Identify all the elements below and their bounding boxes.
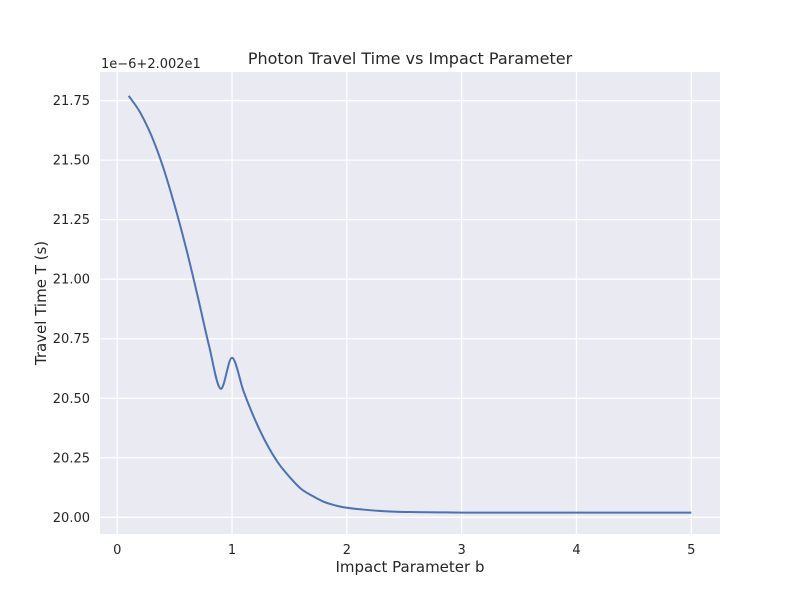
- x-tick-label: 1: [228, 543, 236, 558]
- y-tick-label: 20.50: [53, 392, 90, 407]
- y-tick-label: 20.00: [53, 511, 90, 526]
- y-tick-label: 21.00: [53, 273, 90, 288]
- x-tick-label: 2: [343, 543, 351, 558]
- x-axis-label: Impact Parameter b: [336, 558, 485, 576]
- y-tick-label: 21.25: [53, 213, 90, 228]
- y-tick-label: 21.75: [53, 94, 90, 109]
- series-line: [127, 95, 692, 514]
- y-offset-label: 1e−6+2.002e1: [101, 57, 201, 72]
- chart-title: Photon Travel Time vs Impact Parameter: [248, 49, 573, 68]
- x-tick-label: 0: [113, 543, 121, 558]
- y-tick-label: 20.25: [53, 451, 90, 466]
- x-tick-label: 4: [572, 543, 580, 558]
- y-tick-labels: 20.00 20.25 20.50 20.75 21.00 21.25 21.50 21.75: [53, 94, 90, 526]
- grid-lines: [100, 72, 720, 534]
- y-tick-label: 20.75: [53, 332, 90, 347]
- x-tick-labels: 0 1 2 3 4 5: [113, 543, 695, 558]
- plot-area: [100, 72, 720, 534]
- x-tick-label: 5: [687, 543, 695, 558]
- x-tick-label: 3: [458, 543, 466, 558]
- series-layer: [127, 95, 692, 514]
- y-axis-label: Travel Time T (s): [32, 241, 50, 366]
- y-tick-label: 21.50: [53, 154, 90, 169]
